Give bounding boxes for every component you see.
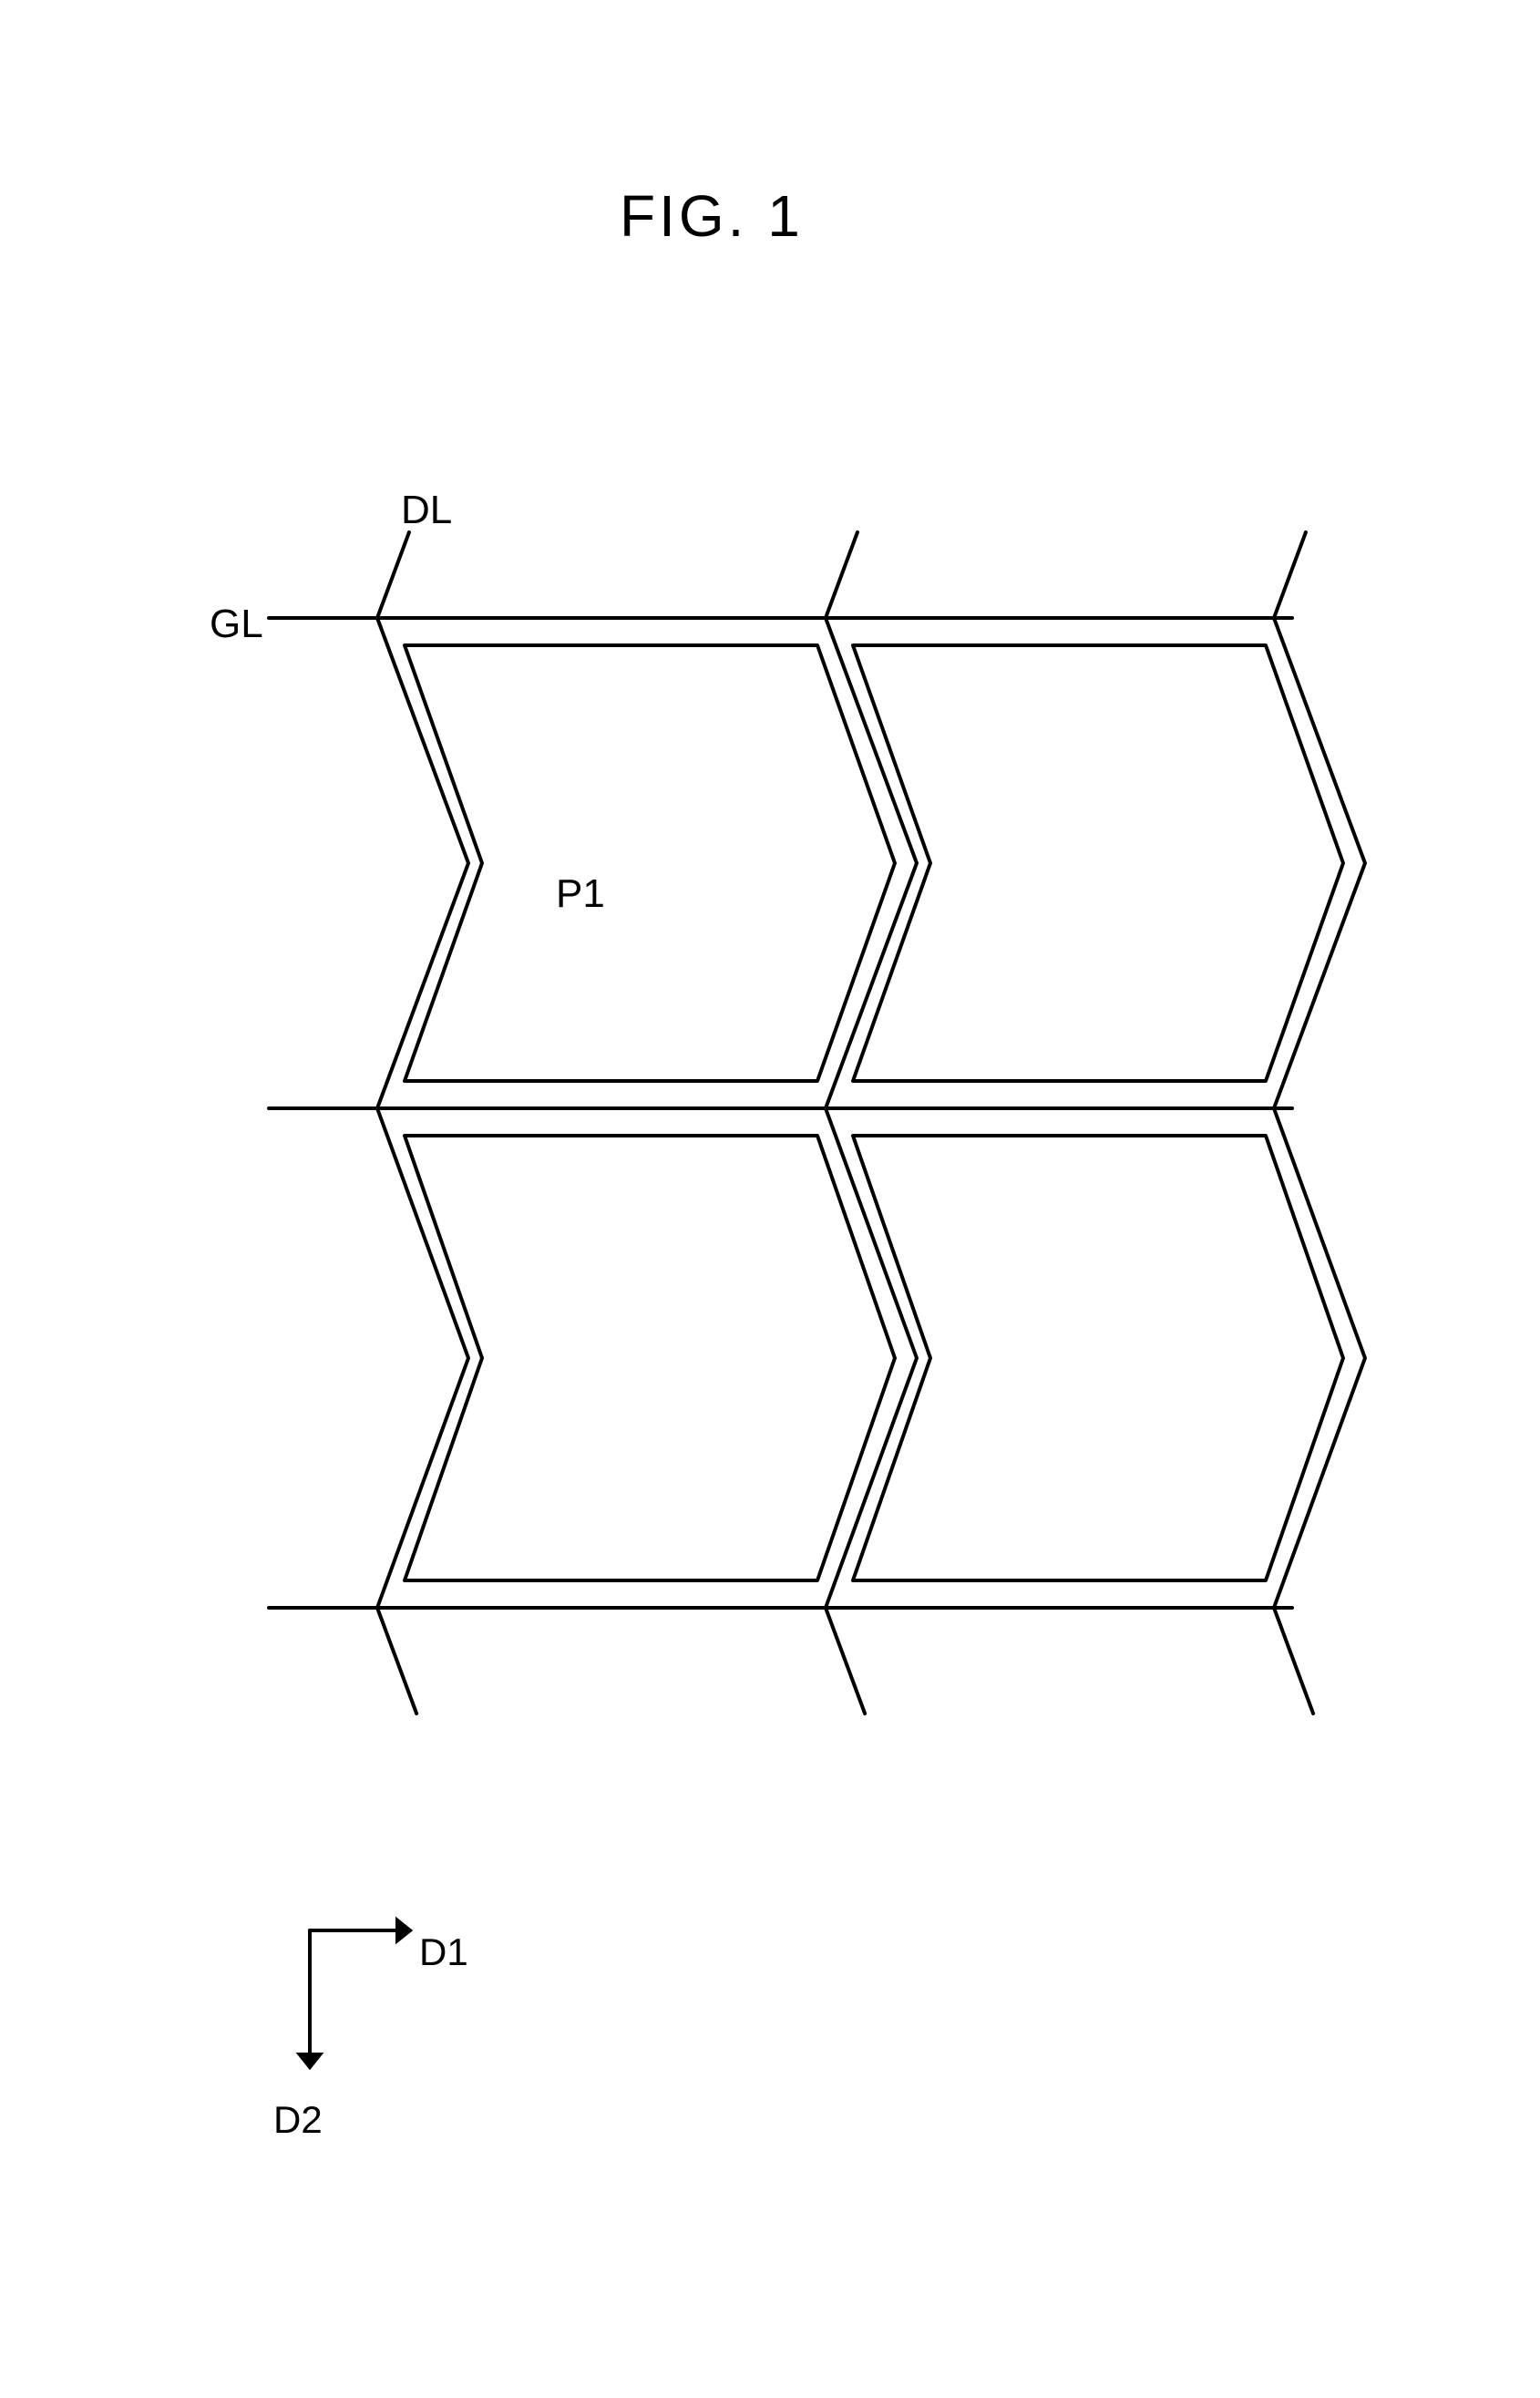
- pixel-electrode-r1-c1: [853, 1136, 1343, 1580]
- pixel-electrode-r0-c0: [405, 645, 895, 1081]
- label-d1: D1: [419, 1930, 468, 1974]
- compass-horiz: [310, 1930, 410, 1945]
- label-p1: P1: [556, 871, 605, 917]
- arrowhead-d2: [300, 2054, 320, 2067]
- arrowhead-d1: [397, 1920, 410, 1940]
- label-d2: D2: [273, 2098, 323, 2142]
- figure-title: FIG. 1: [620, 182, 804, 250]
- data-line-0: [377, 532, 468, 1714]
- pixel-electrode-r0-c1: [853, 645, 1343, 1081]
- pixel-layout-diagram: [0, 0, 1540, 2398]
- label-dl: DL: [401, 488, 452, 533]
- pixel-electrode-r1-c0: [405, 1136, 895, 1580]
- label-gl: GL: [210, 602, 263, 647]
